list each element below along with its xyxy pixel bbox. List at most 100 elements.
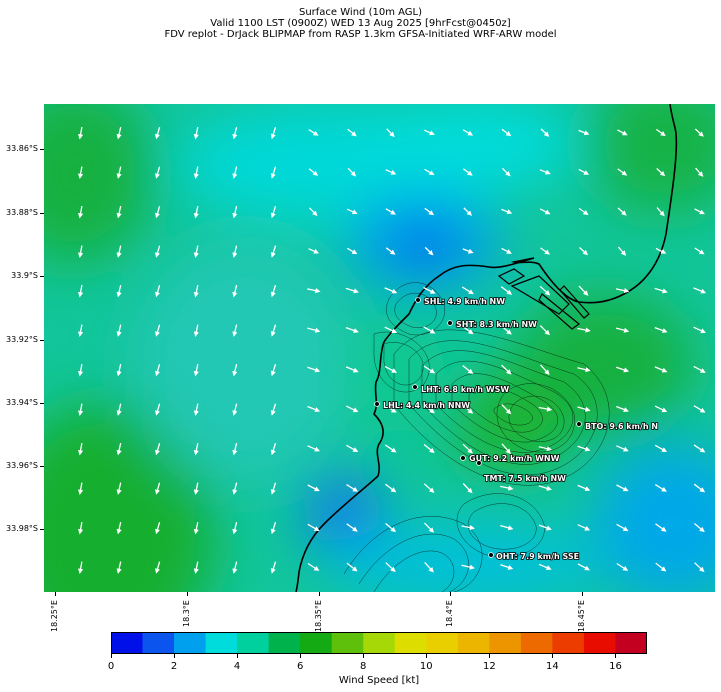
wind-arrow bbox=[193, 324, 199, 337]
wind-arrow bbox=[270, 522, 277, 535]
wind-arrow bbox=[461, 564, 475, 570]
wind-arrow bbox=[501, 404, 512, 415]
wind-arrow bbox=[463, 168, 473, 176]
colorbar-tick-label: 10 bbox=[419, 661, 433, 672]
wind-arrow bbox=[617, 246, 627, 256]
wind-arrow bbox=[693, 523, 705, 533]
x-tick-label: 18.3°E bbox=[182, 600, 191, 627]
x-tick bbox=[582, 592, 583, 596]
wind-arrow bbox=[193, 205, 199, 219]
wind-arrow bbox=[578, 207, 589, 216]
wind-arrow bbox=[116, 521, 122, 535]
wind-arrow bbox=[155, 127, 161, 140]
wind-arrow bbox=[155, 166, 161, 179]
wind-arrow bbox=[423, 404, 435, 414]
wind-arrow bbox=[385, 208, 396, 215]
colorbar-segment bbox=[142, 632, 175, 654]
wind-arrow bbox=[693, 287, 707, 294]
colorbar-tick-label: 16 bbox=[609, 661, 622, 672]
wind-arrow bbox=[500, 524, 514, 531]
wind-arrow bbox=[270, 482, 277, 495]
wind-arrow bbox=[155, 561, 161, 574]
wind-arrow bbox=[78, 442, 84, 456]
wind-arrow bbox=[693, 326, 706, 334]
wind-arrow bbox=[386, 128, 395, 138]
wind-arrow bbox=[309, 207, 318, 217]
wind-arrow bbox=[462, 325, 474, 335]
colorbar-segment bbox=[426, 632, 459, 654]
wind-arrow bbox=[577, 563, 590, 571]
wind-arrow bbox=[500, 286, 513, 295]
wind-arrow bbox=[232, 561, 238, 574]
colorbar-tick bbox=[426, 654, 428, 658]
wind-arrow bbox=[693, 405, 706, 413]
wind-arrow bbox=[347, 167, 357, 177]
wind-arrow bbox=[307, 484, 320, 492]
wind-arrow bbox=[616, 562, 629, 571]
colorbar-tick bbox=[363, 654, 365, 658]
wind-arrow bbox=[307, 288, 321, 294]
colorbar-tick bbox=[300, 654, 302, 658]
wind-arrow bbox=[539, 325, 550, 336]
wind-arrow bbox=[462, 483, 473, 494]
wind-arrow bbox=[308, 168, 319, 176]
wind-arrow bbox=[307, 445, 320, 452]
wind-arrow bbox=[193, 363, 199, 377]
wind-arrow bbox=[270, 403, 277, 416]
wind-arrow bbox=[385, 483, 397, 493]
wind-arrow bbox=[654, 444, 668, 452]
wind-arrow bbox=[346, 247, 358, 255]
wind-arrow bbox=[693, 483, 706, 493]
station-label: TMT: 7.5 km/h NW bbox=[484, 474, 566, 483]
wind-arrow bbox=[539, 285, 551, 296]
y-tick-label: 33.86°S bbox=[6, 144, 38, 153]
colorbar-tick-label: 6 bbox=[296, 661, 304, 672]
y-tick-label: 33.96°S bbox=[6, 461, 38, 470]
wind-arrow bbox=[193, 284, 199, 298]
wind-arrow bbox=[307, 405, 321, 412]
wind-arrow bbox=[232, 284, 238, 298]
wind-arrow bbox=[155, 443, 161, 456]
wind-arrow bbox=[424, 129, 435, 136]
wind-arrow bbox=[501, 247, 512, 254]
wind-arrow bbox=[423, 365, 436, 374]
wind-arrow bbox=[193, 126, 199, 140]
wind-arrow bbox=[346, 208, 358, 215]
wind-arrow bbox=[462, 248, 474, 254]
wind-arrow bbox=[655, 523, 667, 532]
wind-arrow bbox=[116, 324, 122, 337]
wind-arrow bbox=[232, 521, 238, 535]
colorbar-segment bbox=[268, 632, 301, 654]
wind-map: SHL: 4.9 km/h NW SHT: 8.3 km/h NW LHT: 6.8… bbox=[44, 104, 715, 592]
colorbar bbox=[111, 632, 647, 654]
y-tick bbox=[40, 213, 44, 214]
x-tick-label: 18.25°E bbox=[50, 600, 59, 632]
wind-arrow bbox=[423, 286, 436, 294]
wind-arrow bbox=[308, 129, 319, 136]
wind-arrow bbox=[655, 247, 667, 254]
title-line-2: Valid 1100 LST (0900Z) WED 13 Aug 2025 [… bbox=[210, 18, 511, 29]
wind-arrow bbox=[615, 327, 630, 333]
wind-arrow bbox=[116, 442, 122, 456]
colorbar-segment bbox=[520, 632, 553, 654]
wind-arrow bbox=[193, 245, 199, 258]
wind-arrow bbox=[501, 128, 512, 137]
wind-arrow bbox=[346, 405, 359, 413]
wind-arrow bbox=[232, 442, 238, 456]
colorbar-segment bbox=[111, 632, 144, 654]
wind-arrow bbox=[577, 367, 591, 373]
wind-arrow bbox=[307, 523, 320, 532]
wind-arrow bbox=[578, 129, 590, 136]
wind-arrow bbox=[232, 403, 238, 416]
y-tick bbox=[40, 276, 44, 277]
wind-arrow bbox=[78, 284, 84, 298]
colorbar-tick-label: 2 bbox=[170, 661, 178, 672]
wind-arrow bbox=[270, 443, 277, 456]
colorbar-segment bbox=[457, 632, 490, 654]
wind-arrow bbox=[193, 561, 199, 574]
colorbar-segment bbox=[489, 632, 522, 654]
wind-arrow bbox=[462, 365, 474, 375]
wind-arrow bbox=[384, 326, 398, 334]
wind-arrow bbox=[655, 562, 667, 572]
wind-arrow bbox=[462, 129, 474, 136]
